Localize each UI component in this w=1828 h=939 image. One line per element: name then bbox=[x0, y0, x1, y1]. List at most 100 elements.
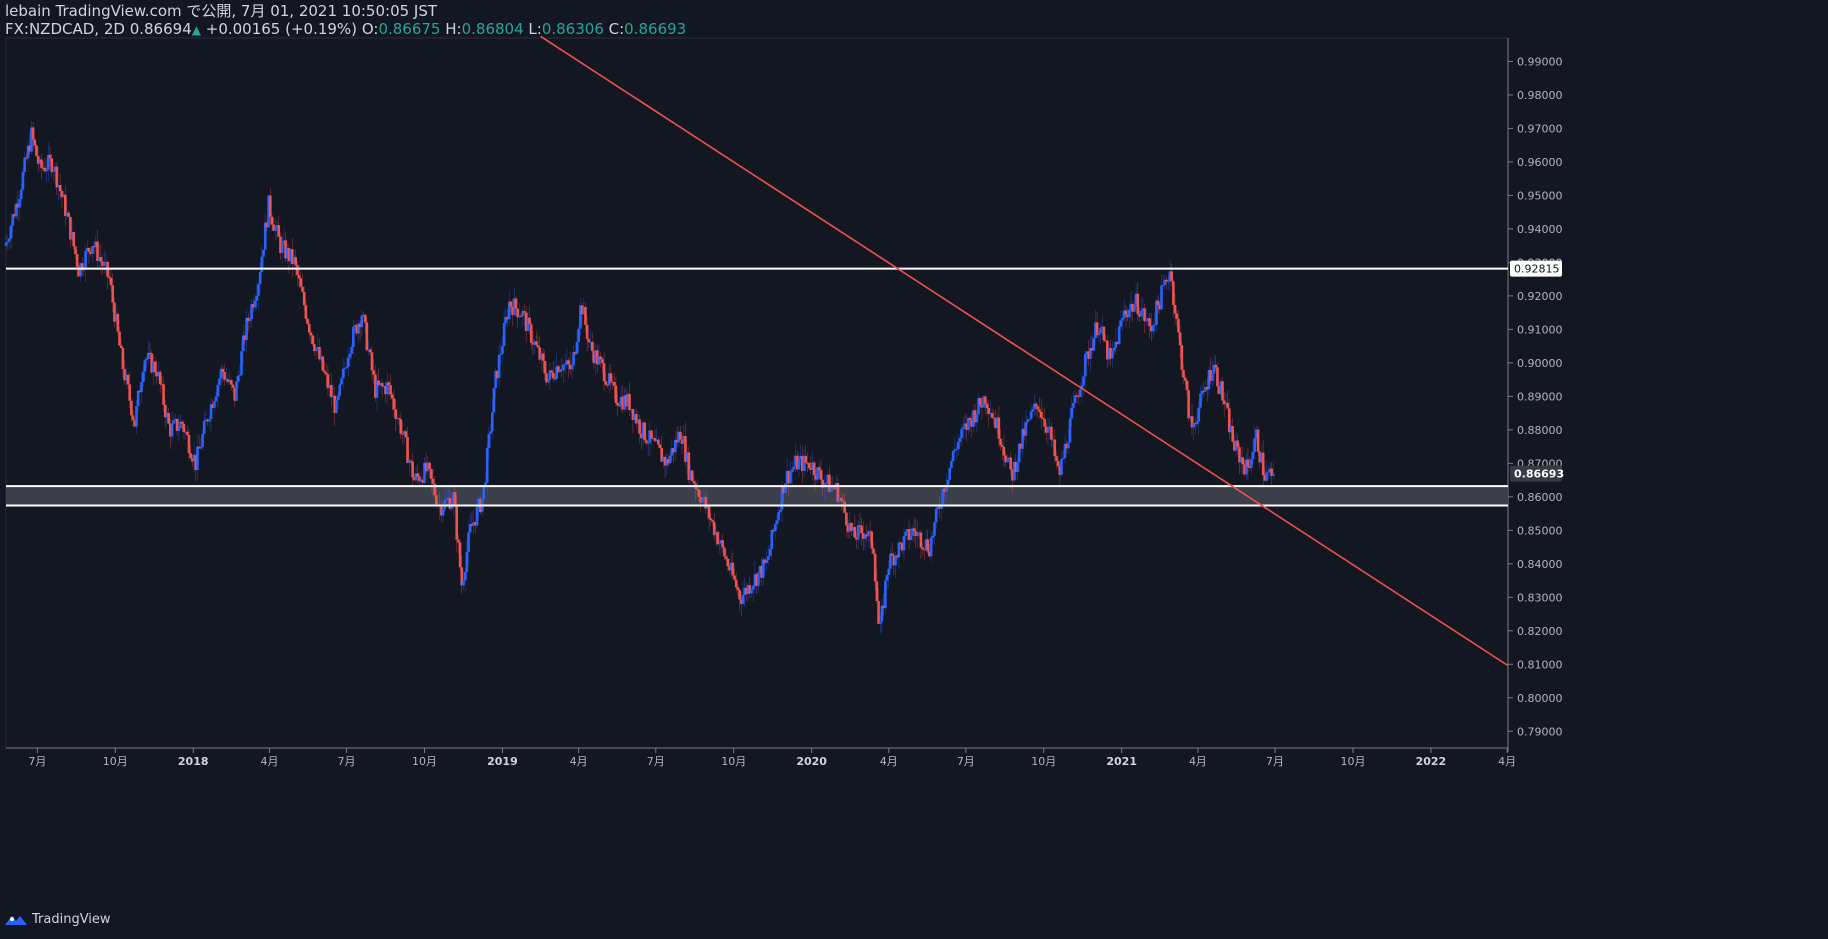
candle-body bbox=[33, 139, 37, 146]
candle-body bbox=[514, 298, 518, 309]
candle-body bbox=[328, 385, 331, 389]
candle-body bbox=[680, 439, 684, 444]
candle-body bbox=[616, 402, 619, 406]
candle-body bbox=[282, 240, 286, 243]
candle-body bbox=[884, 580, 887, 609]
candle-body bbox=[497, 354, 501, 378]
candle-body bbox=[968, 417, 972, 420]
candle-body bbox=[194, 454, 198, 471]
candle-body bbox=[912, 528, 916, 532]
candle-body bbox=[1016, 461, 1019, 472]
candle-body bbox=[96, 241, 99, 261]
candle-body bbox=[1202, 390, 1206, 392]
candle-body bbox=[718, 543, 721, 545]
candle-body bbox=[724, 556, 728, 559]
candle-body bbox=[1180, 345, 1184, 370]
candle-body bbox=[279, 236, 282, 254]
candle-body bbox=[633, 414, 636, 420]
candle-body bbox=[806, 462, 809, 464]
candle-body bbox=[1160, 285, 1163, 310]
candle-body bbox=[304, 305, 308, 319]
footer[interactable]: TradingView bbox=[4, 909, 111, 931]
candle-body bbox=[389, 385, 392, 395]
candle-body bbox=[91, 246, 94, 255]
candle-body bbox=[1185, 380, 1189, 391]
candle-body bbox=[196, 446, 199, 471]
candle-body bbox=[64, 194, 67, 216]
candle-body bbox=[1017, 443, 1021, 462]
candle-body bbox=[1144, 320, 1148, 322]
candle-body bbox=[70, 232, 74, 240]
candle-body bbox=[980, 405, 984, 408]
candle-body bbox=[492, 388, 496, 413]
candle-body bbox=[1175, 313, 1179, 319]
candle-body bbox=[604, 381, 608, 385]
candle-body bbox=[167, 412, 170, 424]
candle-body bbox=[45, 169, 48, 172]
candle-body bbox=[699, 496, 702, 503]
candle-body bbox=[923, 549, 926, 551]
candle-body bbox=[1260, 452, 1263, 463]
candle-body bbox=[860, 525, 863, 534]
candle-body bbox=[109, 278, 113, 286]
candle-body bbox=[557, 366, 560, 373]
candle-body bbox=[140, 381, 143, 393]
candle-body bbox=[240, 351, 243, 376]
candle-body bbox=[162, 384, 165, 406]
candle-body bbox=[114, 313, 118, 322]
candle-body bbox=[1114, 341, 1118, 348]
price-tick-label: 0.90000 bbox=[1517, 357, 1563, 370]
candle-body bbox=[1129, 304, 1133, 310]
candle-body bbox=[274, 227, 277, 231]
time-tick-label: 2018 bbox=[178, 755, 209, 768]
candle-body bbox=[1165, 279, 1168, 282]
candle-body bbox=[560, 369, 564, 371]
candle-body bbox=[485, 448, 489, 483]
candle-body bbox=[94, 241, 98, 248]
candle-body bbox=[1182, 369, 1185, 378]
candle-body bbox=[387, 382, 391, 386]
candle-body bbox=[1078, 389, 1082, 398]
trendline[interactable] bbox=[540, 35, 1509, 667]
time-tick-label: 2021 bbox=[1106, 755, 1137, 768]
symbol-label[interactable]: FX:NZDCAD, 2D bbox=[5, 20, 125, 38]
candle-body bbox=[236, 375, 240, 382]
candle-body bbox=[706, 505, 709, 509]
candle-body bbox=[899, 542, 902, 544]
candle-body bbox=[748, 585, 752, 594]
candle-body bbox=[1168, 271, 1172, 282]
candle-body bbox=[197, 446, 201, 449]
candle-body bbox=[853, 526, 857, 538]
candle-body bbox=[631, 409, 635, 420]
candle-body bbox=[101, 261, 104, 267]
candle-body bbox=[1236, 440, 1240, 448]
candle-body bbox=[1065, 443, 1068, 449]
candle-body bbox=[540, 353, 543, 360]
candle-body bbox=[365, 322, 369, 351]
candle-body bbox=[994, 418, 997, 429]
price-axis[interactable]: 0.79000 0.80000 0.81000 0.82000 0.83000 0.840… bbox=[1508, 55, 1563, 738]
candle-body bbox=[909, 535, 913, 540]
candle-body bbox=[714, 532, 718, 536]
candle-body bbox=[1048, 426, 1051, 429]
time-tick-label: 7月 bbox=[647, 755, 665, 768]
candle-body bbox=[587, 339, 591, 343]
candle-body bbox=[985, 403, 989, 408]
candle-body bbox=[670, 448, 674, 456]
candle-body bbox=[338, 384, 342, 396]
candle-body bbox=[533, 341, 536, 345]
candle-body bbox=[84, 250, 87, 269]
horizontal-levels[interactable] bbox=[6, 267, 1508, 507]
candle-body bbox=[141, 371, 145, 382]
candle-body bbox=[850, 522, 853, 531]
price-tick-label: 0.91000 bbox=[1517, 323, 1563, 336]
candle-body bbox=[1207, 370, 1211, 390]
support-zone bbox=[6, 486, 1508, 506]
candle-body bbox=[1222, 400, 1226, 405]
time-axis[interactable]: 7月 10月 2018 4月 7月 10月 2019 4月 7月 10月 2020 4月 7月 10月 20… bbox=[28, 748, 1516, 768]
candle-body bbox=[228, 380, 231, 383]
candle-body bbox=[545, 373, 548, 383]
trendline-group[interactable] bbox=[540, 35, 1509, 667]
candle-body bbox=[463, 572, 467, 581]
